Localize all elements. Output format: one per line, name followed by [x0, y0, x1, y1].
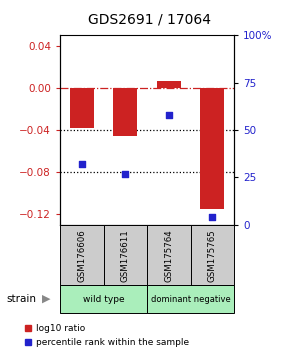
Point: [210, 215, 215, 220]
Text: GSM176611: GSM176611: [121, 229, 130, 282]
Text: dominant negative: dominant negative: [151, 295, 230, 304]
Point: [166, 112, 171, 118]
Point: [123, 171, 128, 177]
Bar: [200, 88, 224, 209]
Text: GDS2691 / 17064: GDS2691 / 17064: [88, 12, 212, 27]
Point: [79, 161, 84, 167]
Bar: [147, 225, 190, 285]
Bar: [113, 88, 137, 136]
Bar: [70, 88, 94, 128]
Bar: [103, 225, 147, 285]
Text: ▶: ▶: [42, 294, 51, 304]
Bar: [147, 285, 234, 313]
Text: wild type: wild type: [83, 295, 124, 304]
Text: GSM176606: GSM176606: [77, 229, 86, 282]
Text: GSM175765: GSM175765: [208, 229, 217, 282]
Legend: log10 ratio, percentile rank within the sample: log10 ratio, percentile rank within the …: [20, 320, 193, 350]
Text: GSM175764: GSM175764: [164, 229, 173, 282]
Bar: [60, 285, 147, 313]
Text: strain: strain: [6, 294, 36, 304]
Bar: [60, 225, 103, 285]
Bar: [157, 81, 181, 88]
Bar: [190, 225, 234, 285]
